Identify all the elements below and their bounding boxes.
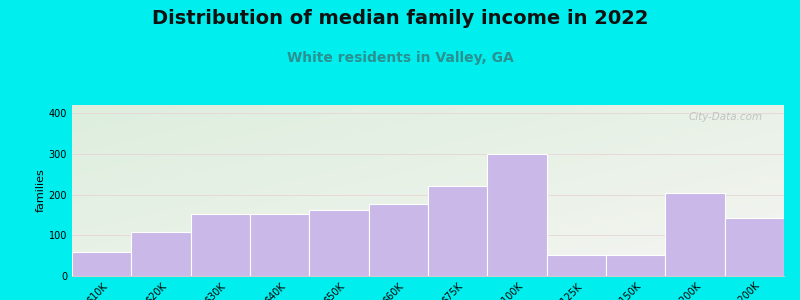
Bar bbox=[369, 204, 428, 276]
Text: City-Data.com: City-Data.com bbox=[689, 112, 762, 122]
Text: White residents in Valley, GA: White residents in Valley, GA bbox=[286, 51, 514, 65]
Y-axis label: families: families bbox=[36, 169, 46, 212]
Bar bbox=[666, 193, 725, 276]
Bar bbox=[546, 255, 606, 276]
Bar bbox=[606, 255, 666, 276]
Bar bbox=[310, 210, 369, 276]
Bar bbox=[250, 214, 310, 276]
Bar bbox=[487, 154, 546, 276]
Bar bbox=[190, 214, 250, 276]
Bar bbox=[725, 218, 784, 276]
Bar bbox=[72, 252, 131, 276]
Bar bbox=[428, 186, 487, 276]
Text: Distribution of median family income in 2022: Distribution of median family income in … bbox=[152, 9, 648, 28]
Bar bbox=[131, 232, 190, 276]
